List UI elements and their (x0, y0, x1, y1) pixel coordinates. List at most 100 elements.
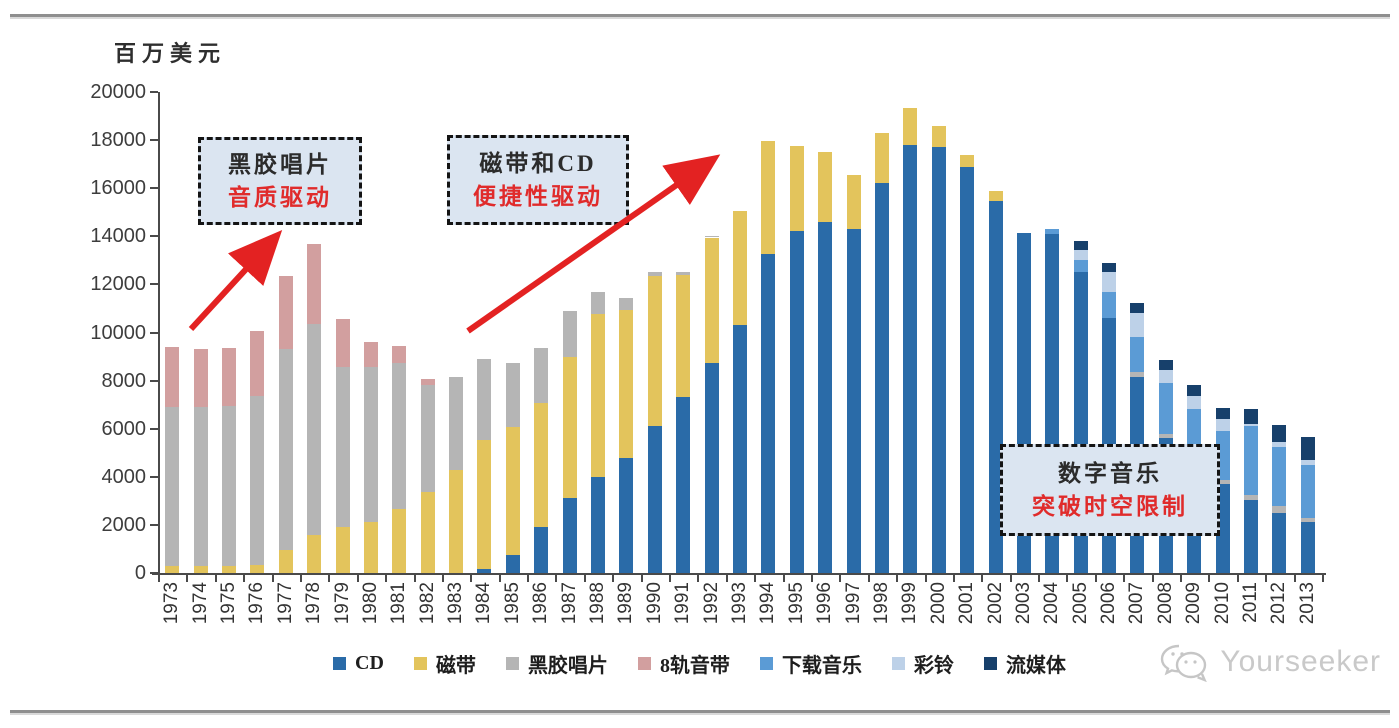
x-axis-year-text: 2010 (1211, 582, 1233, 625)
x-axis-year-label: 1982 (417, 582, 439, 632)
x-axis-year-text: 1980 (359, 582, 381, 625)
bar-segment-黑胶唱片 (591, 291, 606, 315)
x-axis-year-label: 1976 (246, 582, 268, 632)
bar-segment-黑胶唱片 (165, 407, 180, 566)
bar-segment-黑胶唱片 (363, 367, 378, 523)
x-axis-tick (867, 575, 870, 582)
x-axis-tick (470, 575, 473, 582)
bar-segment-磁带 (619, 309, 634, 458)
watermark-text: Yourseeker (1220, 645, 1381, 678)
bar-segment-黑胶唱片 (221, 405, 236, 566)
legend-label: 下载音乐 (781, 655, 862, 677)
bar-segment-CD (591, 476, 606, 573)
x-axis-year-text: 2007 (1126, 582, 1148, 625)
bar-segment-磁带 (874, 132, 889, 184)
legend-item-黑胶唱片: 黑胶唱片 (505, 649, 608, 678)
bar-segment-CD (1244, 499, 1259, 573)
bar-segment-磁带 (960, 154, 975, 167)
bar-segment-8轨音带 (392, 345, 407, 363)
x-axis-year-text: 1983 (445, 582, 467, 625)
x-axis-year-text: 1997 (842, 582, 864, 625)
y-axis-tick (150, 475, 158, 478)
x-axis-year-label: 2003 (1013, 582, 1035, 632)
bar-segment-黑胶唱片 (193, 407, 208, 566)
legend-swatch-CD (333, 657, 347, 670)
x-axis-year-text: 1994 (757, 582, 779, 625)
x-axis-year-label: 2012 (1268, 582, 1290, 632)
bar-segment-磁带 (505, 427, 520, 555)
watermark: Yourseeker (1158, 642, 1381, 682)
x-axis-tick (669, 575, 672, 582)
x-axis-tick (356, 575, 359, 582)
bar-segment-8轨音带 (193, 349, 208, 408)
bar-segment-彩铃 (1102, 272, 1117, 292)
y-axis-tick-label: 18000 (90, 129, 146, 152)
bar-segment-黑胶唱片 (505, 362, 520, 428)
bar-segment-黑胶唱片 (420, 385, 435, 493)
bar-segment-下载音乐 (1244, 426, 1259, 495)
bar-segment-磁带 (363, 522, 378, 573)
y-axis-tick-label: 6000 (101, 417, 147, 440)
bar-segment-8轨音带 (221, 348, 236, 406)
y-axis-tick-label: 12000 (90, 273, 146, 296)
y-axis-tick-label: 0 (134, 562, 146, 584)
x-axis-year-label: 1987 (559, 582, 581, 632)
bar-segment-流媒体 (1102, 262, 1117, 273)
bar-segment-磁带 (534, 403, 549, 528)
x-axis-year-text: 1975 (217, 582, 239, 625)
x-axis-year-text: 1990 (643, 582, 665, 625)
bar-segment-磁带 (165, 565, 180, 573)
x-axis-year-label: 1975 (218, 582, 240, 632)
x-axis-year-text: 1974 (189, 582, 211, 625)
x-axis-year-label: 1981 (388, 582, 410, 632)
x-axis-tick (385, 575, 388, 582)
bar-segment-黑胶唱片 (477, 358, 492, 440)
bar-segment-磁带 (846, 174, 861, 230)
bar-segment-黑胶唱片 (1272, 505, 1287, 513)
x-axis-year-label: 2013 (1297, 582, 1319, 632)
x-axis-year-text: 1999 (899, 582, 921, 625)
y-axis-unit-label: 百万美元 (114, 41, 227, 66)
bar-segment-CD (562, 498, 577, 573)
bar-segment-黑胶唱片 (449, 376, 464, 470)
x-axis-year-text: 1995 (785, 582, 807, 625)
bar-segment-流媒体 (1187, 385, 1202, 397)
x-axis-year-text: 1998 (870, 582, 892, 625)
legend-label: 流媒体 (1005, 655, 1066, 677)
bar-segment-彩铃 (1187, 396, 1202, 410)
x-axis-tick (725, 575, 728, 582)
bar-segment-黑胶唱片 (278, 349, 293, 551)
x-axis-year-text: 1977 (274, 582, 296, 625)
bar-segment-流媒体 (1272, 425, 1287, 442)
x-axis-tick (1094, 575, 1097, 582)
x-axis-year-label: 1998 (871, 582, 893, 632)
bar-segment-CD (988, 201, 1003, 573)
bar-segment-流媒体 (1158, 360, 1173, 370)
bar-segment-黑胶唱片 (704, 236, 719, 238)
x-axis-tick (186, 575, 189, 582)
x-axis-year-label: 1989 (615, 582, 637, 632)
annotation-digital-title: 数字音乐 (1058, 460, 1162, 486)
bar-segment-CD (733, 325, 747, 573)
x-axis-year-label: 1995 (786, 582, 808, 632)
x-axis-year-label: 2010 (1212, 582, 1234, 632)
y-axis-tick (150, 331, 158, 334)
x-axis-tick (158, 575, 160, 582)
bar-segment-彩铃 (1300, 459, 1315, 465)
bar-segment-黑胶唱片 (676, 272, 691, 275)
legend-item-下载音乐: 下载音乐 (759, 649, 862, 678)
bar-segment-CD (647, 426, 662, 573)
x-axis-year-text: 2002 (984, 582, 1006, 625)
x-axis-year-text: 1984 (473, 582, 495, 625)
x-axis-year-label: 2001 (956, 582, 978, 632)
annotation-digital-subtitle: 突破时空限制 (1032, 494, 1188, 519)
x-axis-year-label: 2005 (1070, 582, 1092, 632)
bar-segment-磁带 (250, 564, 265, 573)
x-axis-year-label: 1980 (360, 582, 382, 632)
bar-segment-黑胶唱片 (335, 367, 350, 528)
annotation-cassette-cd-title: 磁带和CD (479, 150, 597, 176)
x-axis-year-label: 2007 (1126, 582, 1148, 632)
bar-segment-黑胶唱片 (647, 272, 662, 276)
bar-segment-流媒体 (1073, 241, 1088, 250)
x-axis-year-label: 1990 (644, 582, 666, 632)
